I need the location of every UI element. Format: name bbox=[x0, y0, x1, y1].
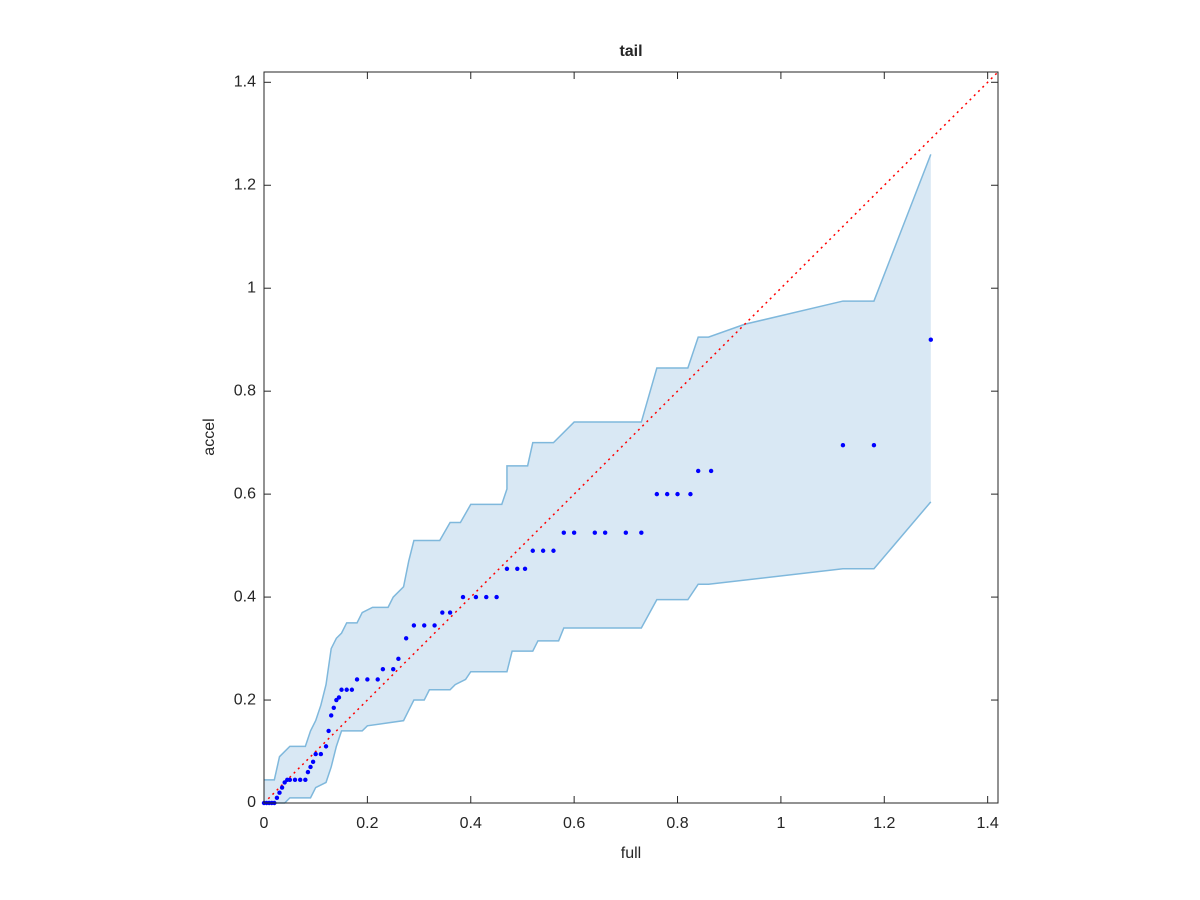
point bbox=[530, 548, 535, 553]
y-tick-label: 0 bbox=[247, 794, 256, 811]
y-tick-label: 0.2 bbox=[234, 691, 256, 708]
point bbox=[323, 744, 329, 749]
x-tick-label: 0.6 bbox=[563, 815, 585, 832]
y-tick-label: 1.4 bbox=[234, 74, 256, 91]
point bbox=[664, 491, 670, 497]
point bbox=[675, 491, 680, 497]
point bbox=[365, 677, 370, 682]
point bbox=[339, 687, 344, 692]
point bbox=[292, 777, 298, 783]
point bbox=[403, 636, 409, 641]
point bbox=[331, 705, 336, 710]
envelope-lower bbox=[264, 501, 932, 804]
point bbox=[297, 777, 303, 783]
point bbox=[344, 687, 349, 692]
y-axis-label: accel bbox=[201, 418, 218, 455]
y-tick-label: 0.6 bbox=[234, 485, 256, 502]
point bbox=[422, 623, 427, 628]
y-tick-label: 1.2 bbox=[234, 176, 256, 193]
point bbox=[688, 491, 693, 497]
point bbox=[695, 468, 701, 474]
x-tick-label: 0.2 bbox=[356, 815, 378, 832]
envelope-upper bbox=[264, 154, 932, 781]
point bbox=[440, 610, 445, 615]
x-tick-label: 1.4 bbox=[977, 815, 999, 832]
x-tick-label: 1.2 bbox=[873, 815, 895, 832]
point bbox=[380, 666, 386, 672]
point bbox=[303, 777, 308, 783]
point bbox=[308, 764, 313, 770]
x-tick-label: 0.8 bbox=[666, 815, 688, 832]
point bbox=[928, 337, 934, 342]
point bbox=[310, 759, 316, 765]
point bbox=[623, 530, 629, 535]
point bbox=[639, 530, 644, 535]
point bbox=[391, 666, 396, 672]
chart-title: tail bbox=[619, 43, 642, 60]
point bbox=[277, 790, 282, 795]
point bbox=[494, 594, 499, 600]
reference-line bbox=[263, 71, 999, 804]
point bbox=[540, 548, 546, 553]
point bbox=[279, 785, 285, 790]
point bbox=[411, 623, 417, 628]
point bbox=[561, 530, 567, 535]
point bbox=[287, 777, 293, 783]
point bbox=[318, 751, 324, 757]
envelope-area bbox=[264, 154, 931, 803]
point bbox=[396, 656, 401, 662]
point bbox=[274, 795, 280, 801]
point bbox=[305, 769, 311, 775]
point bbox=[654, 491, 660, 497]
x-tick-label: 0.4 bbox=[460, 815, 482, 832]
y-tick-label: 1 bbox=[247, 279, 256, 296]
point bbox=[349, 687, 355, 692]
point bbox=[504, 566, 510, 571]
point bbox=[313, 751, 318, 757]
point bbox=[484, 594, 489, 600]
point bbox=[592, 530, 598, 535]
point bbox=[571, 530, 577, 535]
x-axis-label: full bbox=[621, 845, 641, 862]
point bbox=[354, 677, 360, 682]
point bbox=[515, 566, 520, 571]
point bbox=[460, 594, 466, 600]
x-tick-label: 1 bbox=[776, 815, 785, 832]
y-tick-label: 0.8 bbox=[234, 382, 256, 399]
point bbox=[708, 468, 714, 474]
point bbox=[551, 548, 556, 553]
point bbox=[840, 443, 846, 448]
point bbox=[326, 728, 331, 734]
point bbox=[522, 566, 528, 571]
point bbox=[375, 677, 380, 682]
point bbox=[336, 695, 342, 700]
point bbox=[328, 713, 334, 718]
plot-frame bbox=[263, 71, 999, 804]
point bbox=[432, 623, 437, 628]
point bbox=[602, 530, 608, 535]
point bbox=[871, 443, 877, 448]
point bbox=[473, 594, 479, 600]
y-tick-label: 0.4 bbox=[234, 588, 256, 605]
point bbox=[447, 610, 453, 615]
x-tick-label: 0 bbox=[260, 815, 269, 832]
